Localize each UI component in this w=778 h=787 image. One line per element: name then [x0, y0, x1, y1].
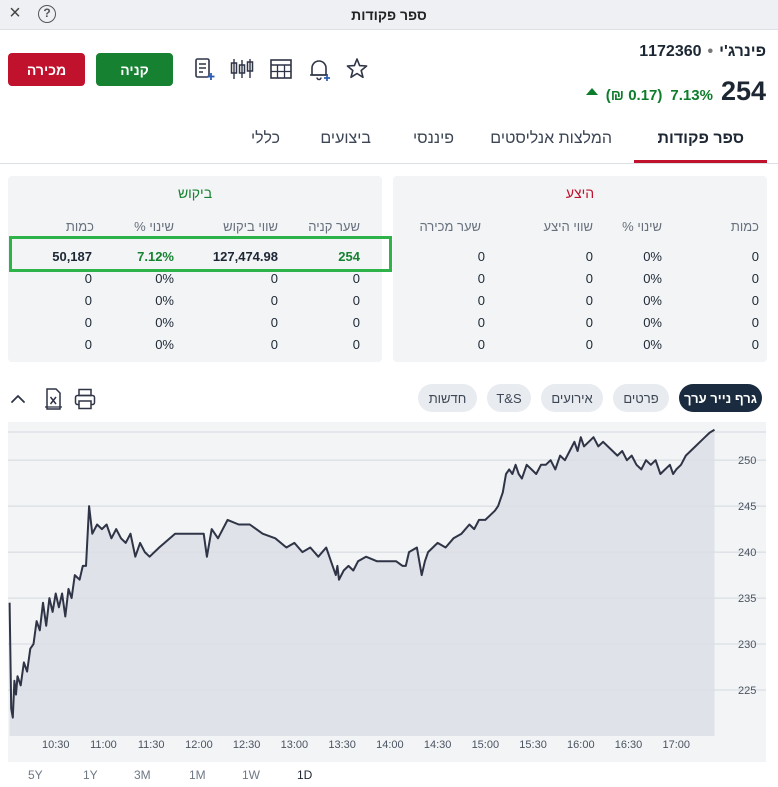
tab-general[interactable]: כללי — [250, 130, 280, 147]
stock-name: פינרג'י — [719, 43, 766, 60]
ask-header-quantity: כמות — [730, 219, 759, 234]
ask-header-sell-price: שער מכירה — [419, 219, 481, 234]
print-icon[interactable] — [73, 387, 97, 411]
ask-header-change: % שינוי — [622, 219, 662, 234]
bid-header-buy-price: שער קניה — [308, 219, 360, 234]
ask-cell: 0 — [585, 271, 593, 286]
range-1d[interactable]: 1D — [297, 768, 313, 782]
tab-events[interactable]: אירועים — [541, 384, 603, 412]
ask-title: היצע — [565, 185, 595, 201]
active-tab-indicator — [634, 160, 767, 163]
ask-cell: 0 — [751, 271, 759, 286]
bid-cell: 7.12% — [137, 249, 174, 264]
bid-cell: 0 — [352, 315, 360, 330]
price-change-pct: 7.13% — [670, 87, 713, 104]
separator-dot: • — [707, 43, 714, 60]
bid-cell: 0 — [352, 337, 360, 352]
ask-cell: 0 — [751, 315, 759, 330]
bid-cell: 0% — [155, 271, 174, 286]
table-icon[interactable] — [268, 56, 294, 82]
bid-title: ביקוש — [177, 185, 213, 201]
bid-cell: 0 — [84, 337, 92, 352]
range-3m[interactable]: 3M — [134, 768, 151, 782]
ask-cell: 0 — [751, 337, 759, 352]
bid-cell: 50,187 — [52, 249, 92, 264]
bid-cell: 0 — [84, 293, 92, 308]
tab-news[interactable]: חדשות — [418, 384, 477, 412]
tab-analyst-recommendations[interactable]: המלצות אנליסטים — [490, 130, 612, 147]
star-icon[interactable] — [344, 56, 370, 82]
price-row: (₪ 0.17) 7.13% 254 — [585, 76, 766, 107]
ask-cell: 0 — [585, 337, 593, 352]
range-1y[interactable]: 1Y — [83, 768, 98, 782]
ask-cell: 0 — [751, 293, 759, 308]
bid-header-value: שווי ביקוש — [223, 219, 278, 234]
ask-cell: 0% — [643, 293, 662, 308]
ask-cell: 0% — [643, 271, 662, 286]
stock-header: פינרג'י • 1172360 — [639, 43, 766, 61]
bid-cell: 0 — [84, 315, 92, 330]
range-5y[interactable]: 5Y — [28, 768, 43, 782]
bid-cell: 0% — [155, 315, 174, 330]
bid-cell: 0% — [155, 293, 174, 308]
candlestick-chart-icon[interactable] — [229, 56, 255, 82]
tab-order-book[interactable]: ספר פקודות — [657, 130, 744, 147]
collapse-chevron-up-icon[interactable] — [6, 387, 30, 411]
price-change-abs: (₪ 0.17) — [605, 87, 663, 104]
sell-button[interactable]: מכירה — [8, 53, 85, 86]
tab-performance[interactable]: ביצועים — [320, 130, 371, 147]
bid-cell: 254 — [338, 249, 360, 264]
bid-cell: 0 — [84, 271, 92, 286]
chart-area — [8, 422, 766, 762]
ask-cell: 0 — [477, 337, 485, 352]
bid-cell: 0 — [270, 271, 278, 286]
bid-cell: 0 — [270, 315, 278, 330]
tab-security-chart[interactable]: גרף נייר ערך — [679, 384, 762, 412]
bid-cell: 0 — [270, 337, 278, 352]
excel-export-icon[interactable] — [41, 387, 65, 411]
order-list-add-icon[interactable] — [191, 56, 217, 82]
bid-cell: 0 — [270, 293, 278, 308]
window-titlebar: × ? ספר פקודות — [0, 0, 778, 30]
buy-button[interactable]: קניה — [96, 53, 173, 86]
ask-cell: 0% — [643, 315, 662, 330]
tab-time-and-sales[interactable]: T&S — [487, 384, 531, 412]
bid-cell: 0 — [352, 293, 360, 308]
arrow-up-icon — [585, 88, 598, 95]
bid-header-quantity: כמות — [65, 219, 94, 234]
range-1m[interactable]: 1M — [189, 768, 206, 782]
ask-cell: 0 — [751, 249, 759, 264]
tab-details[interactable]: פרטים — [613, 384, 669, 412]
ask-cell: 0% — [643, 249, 662, 264]
best-bid-highlight — [9, 236, 392, 272]
help-icon[interactable]: ? — [38, 5, 56, 23]
ask-cell: 0 — [585, 315, 593, 330]
ask-header-value: שווי היצע — [543, 219, 594, 234]
main-tabs: ספר פקודות המלצות אנליסטים פיננסי ביצועי… — [0, 118, 778, 164]
ask-cell: 0 — [477, 249, 485, 264]
ask-cell: 0 — [477, 271, 485, 286]
bid-cell: 127,474.98 — [212, 249, 278, 264]
bid-header-change: % שינוי — [134, 219, 174, 234]
stock-number: 1172360 — [639, 43, 702, 60]
tab-financial[interactable]: פיננסי — [412, 130, 454, 147]
range-1w[interactable]: 1W — [242, 768, 260, 782]
last-price: 254 — [720, 76, 766, 106]
bid-cell: 0% — [155, 337, 174, 352]
ask-cell: 0 — [477, 293, 485, 308]
ask-cell: 0 — [585, 293, 593, 308]
window-title: ספר פקודות — [351, 7, 427, 23]
close-icon[interactable]: × — [9, 2, 21, 24]
ask-cell: 0 — [585, 249, 593, 264]
ask-cell: 0% — [643, 337, 662, 352]
bid-cell: 0 — [352, 271, 360, 286]
ask-panel: היצע כמות % שינוי שווי היצע שער מכירה 0 0… — [393, 176, 767, 362]
bell-add-icon[interactable] — [306, 56, 332, 82]
ask-cell: 0 — [477, 315, 485, 330]
